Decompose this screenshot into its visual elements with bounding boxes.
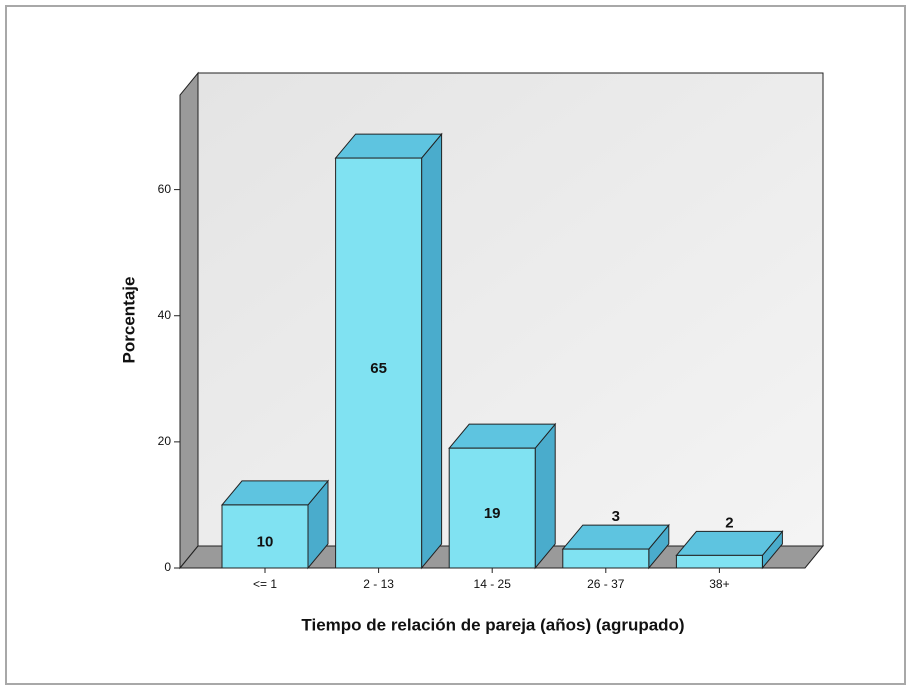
value-label: 2 <box>725 514 733 531</box>
value-label: 19 <box>484 505 501 522</box>
x-tick-label: 2 - 13 <box>363 577 394 591</box>
value-label: 65 <box>370 360 387 377</box>
left-wall <box>179 71 199 570</box>
bar-side <box>421 132 443 570</box>
bar-side <box>534 422 556 570</box>
y-tick-label: 20 <box>158 434 172 448</box>
x-axis-label: Tiempo de relación de pareja (años) (agr… <box>301 615 684 634</box>
bar <box>221 504 309 569</box>
x-tick-label: 38+ <box>709 577 729 591</box>
bar <box>562 548 650 569</box>
y-tick-label: 40 <box>158 308 172 322</box>
bar <box>335 157 423 569</box>
y-axis-label: Porcentaje <box>119 277 138 364</box>
x-tick-label: 26 - 37 <box>587 577 625 591</box>
y-tick-label: 60 <box>158 182 172 196</box>
bar <box>675 554 763 569</box>
y-tick-label: 0 <box>164 560 171 574</box>
x-tick-label: 14 - 25 <box>474 577 512 591</box>
x-tick-label: <= 1 <box>253 577 277 591</box>
bar <box>448 447 536 569</box>
value-label: 10 <box>257 533 274 550</box>
value-label: 3 <box>612 508 620 525</box>
